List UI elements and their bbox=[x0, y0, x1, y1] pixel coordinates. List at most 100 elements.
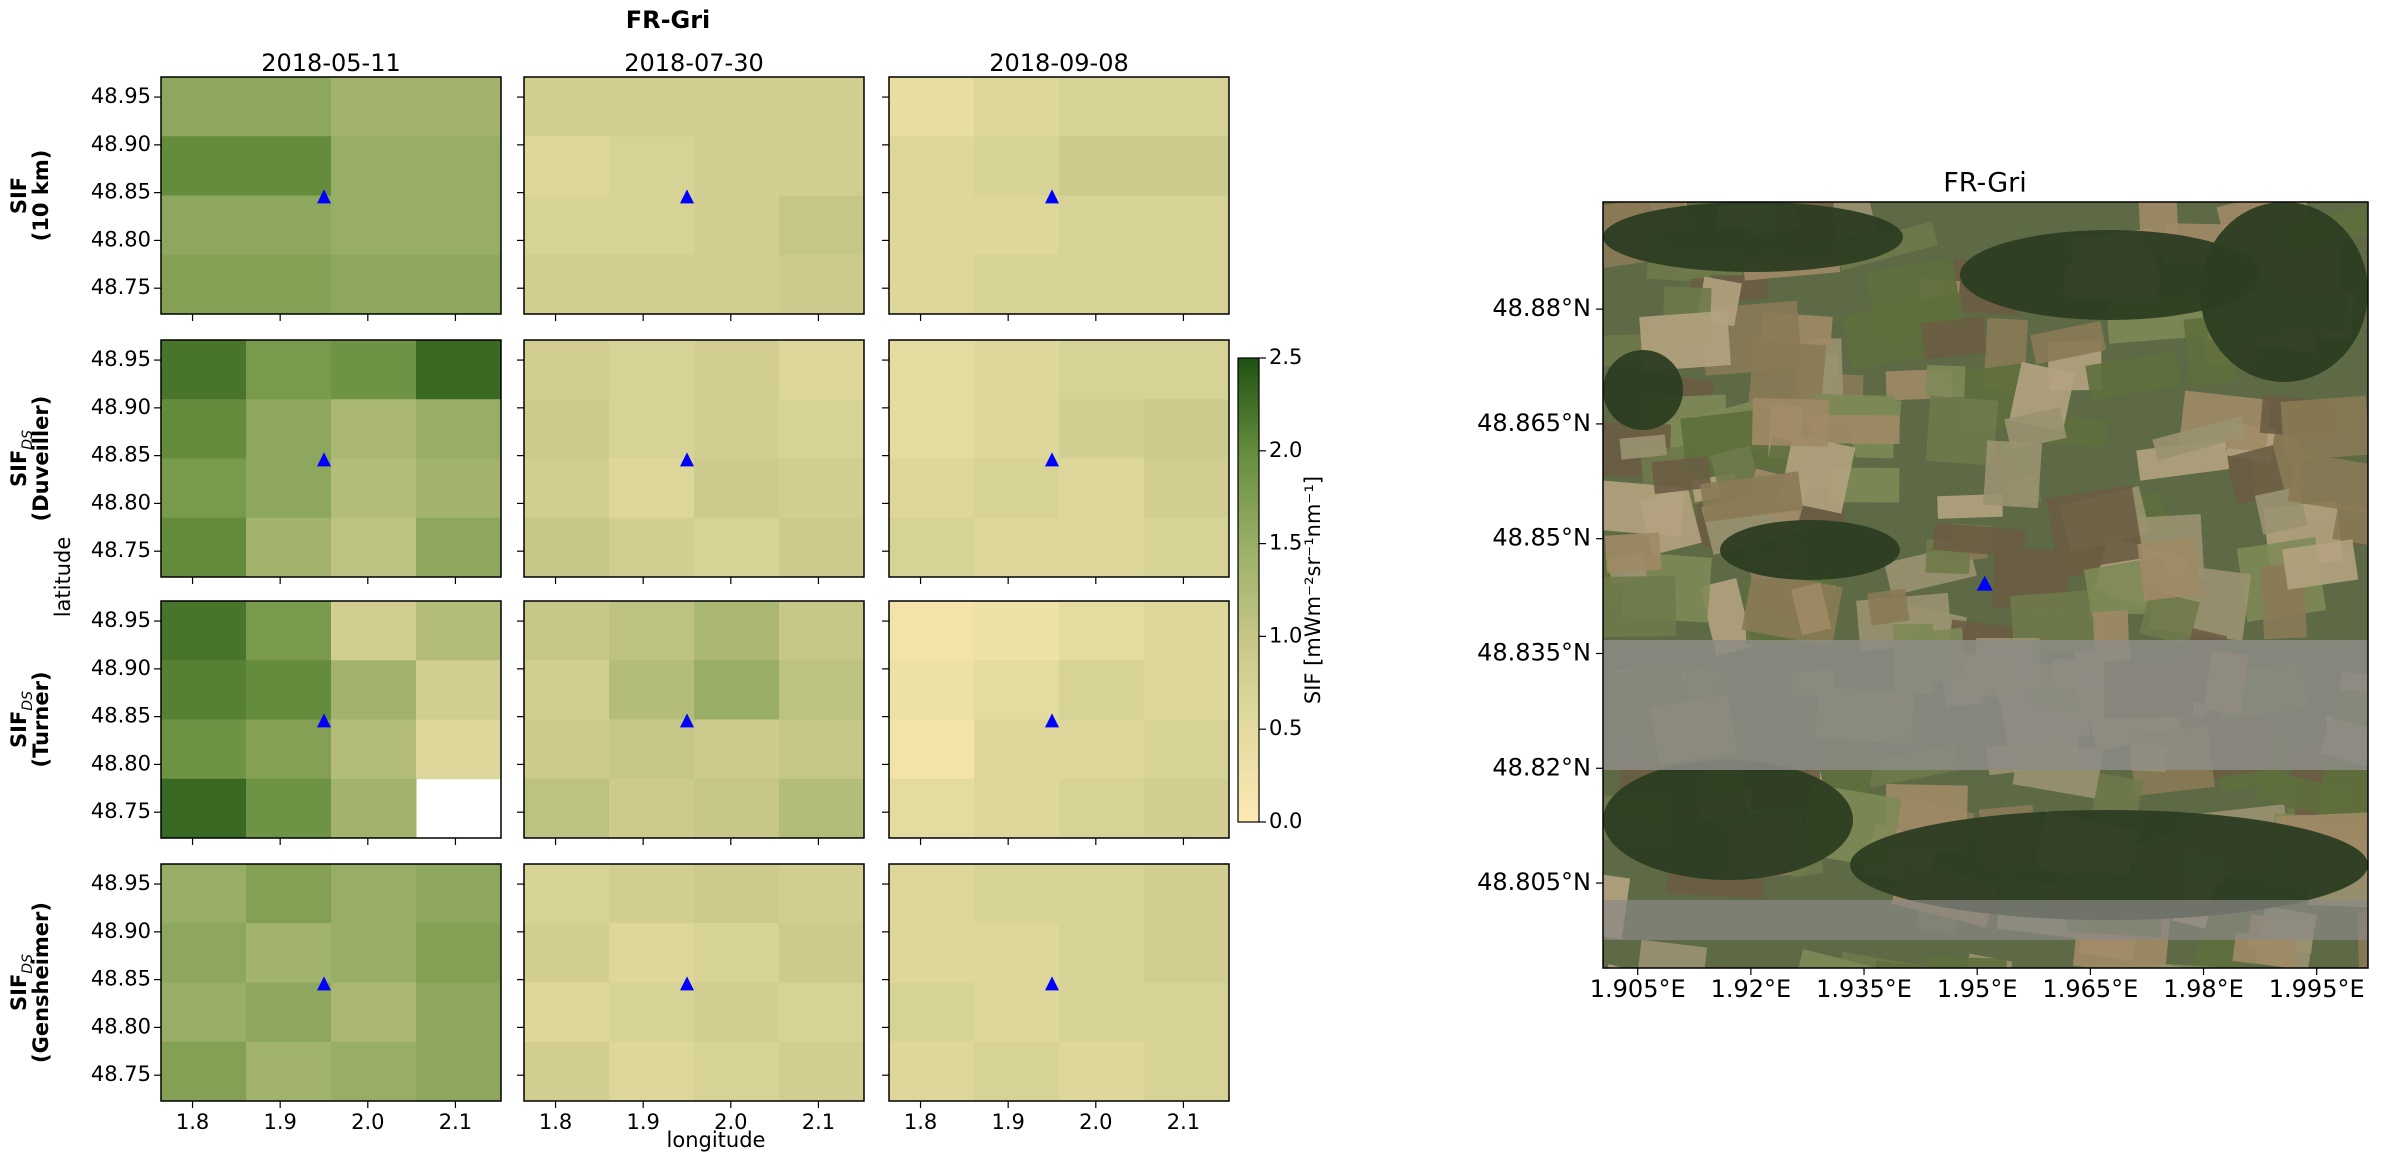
colorbar-tick-label: 1.0 bbox=[1269, 623, 1302, 647]
heatmap-cell bbox=[1059, 340, 1145, 400]
heatmap-cell bbox=[1144, 399, 1230, 459]
x-tick-label: 1.8 bbox=[176, 1110, 209, 1134]
field bbox=[1870, 128, 1949, 164]
heatmap-cell bbox=[974, 136, 1060, 196]
column-title: 2018-09-08 bbox=[989, 49, 1128, 77]
y-tick-label: 48.75 bbox=[91, 275, 151, 299]
y-tick-label: 48.85 bbox=[91, 704, 151, 728]
heatmap-cell bbox=[1144, 196, 1230, 256]
heatmap-cell bbox=[889, 518, 975, 578]
heatmap-cell bbox=[161, 983, 247, 1043]
x-tick-label: 2.0 bbox=[1079, 1110, 1112, 1134]
heatmap-cell bbox=[161, 660, 247, 720]
colorbar bbox=[1238, 358, 1259, 822]
heatmap-cell bbox=[1144, 601, 1230, 661]
heatmap-cell bbox=[694, 340, 780, 400]
heatmap-cell bbox=[416, 601, 502, 661]
heatmap-cell bbox=[694, 459, 780, 519]
x-tick-label: 2.1 bbox=[1167, 1110, 1200, 1134]
heatmap-cell bbox=[779, 864, 865, 924]
heatmap-cell bbox=[694, 864, 780, 924]
heatmap-cell bbox=[609, 983, 695, 1043]
heatmap-cell bbox=[1059, 136, 1145, 196]
heatmap-cell bbox=[1059, 660, 1145, 720]
field bbox=[2121, 33, 2189, 111]
heatmap-cell bbox=[779, 340, 865, 400]
heatmap-cell bbox=[331, 660, 417, 720]
heatmap-cell bbox=[524, 399, 610, 459]
heatmap-cell bbox=[1059, 601, 1145, 661]
y-tick-label: 48.805°N bbox=[1477, 868, 1591, 896]
colorbar-label: SIF [mWm⁻²sr⁻¹nm⁻¹] bbox=[1301, 476, 1325, 704]
heatmap-cell bbox=[1059, 77, 1145, 137]
heatmap-cell bbox=[416, 720, 502, 780]
y-tick-label: 48.82°N bbox=[1492, 753, 1591, 781]
heatmap-cell bbox=[1144, 77, 1230, 137]
y-axis-label: latitude bbox=[51, 537, 75, 618]
urban-area bbox=[1603, 640, 2368, 770]
heatmap-cell bbox=[1144, 983, 1230, 1043]
x-tick-label: 1.92°E bbox=[1711, 975, 1792, 1003]
heatmap-cell bbox=[246, 779, 332, 839]
heatmap-cell bbox=[1144, 660, 1230, 720]
field bbox=[1624, 994, 1708, 1071]
x-tick-label: 1.9 bbox=[991, 1110, 1024, 1134]
heatmap-cell bbox=[1144, 518, 1230, 578]
field bbox=[1752, 1069, 1849, 1131]
heatmap-cell bbox=[1059, 399, 1145, 459]
heatmap-cell bbox=[1059, 459, 1145, 519]
field bbox=[1499, 962, 1589, 1049]
heatmap-cell bbox=[416, 340, 502, 400]
heatmap-cell bbox=[779, 77, 865, 137]
field bbox=[1752, 398, 1829, 447]
field bbox=[1619, 434, 1666, 459]
x-tick-label: 1.95°E bbox=[1937, 975, 2018, 1003]
heatmap-cell bbox=[974, 923, 1060, 983]
heatmap-cell bbox=[1144, 459, 1230, 519]
column-title: 2018-05-11 bbox=[261, 49, 400, 77]
heatmap-cell bbox=[779, 660, 865, 720]
x-tick-label: 1.905°E bbox=[1590, 975, 1686, 1003]
heatmap-cell bbox=[1144, 779, 1230, 839]
y-tick-label: 48.95 bbox=[91, 608, 151, 632]
heatmap-cell bbox=[779, 255, 865, 315]
heatmap-cell bbox=[1059, 923, 1145, 983]
heatmap-cell bbox=[779, 923, 865, 983]
heatmap-cell bbox=[246, 864, 332, 924]
column-title: 2018-07-30 bbox=[624, 49, 763, 77]
y-tick-label: 48.865°N bbox=[1477, 409, 1591, 437]
heatmap-cell bbox=[246, 720, 332, 780]
heatmap-cell bbox=[974, 864, 1060, 924]
heatmap-cell bbox=[1059, 518, 1145, 578]
heatmap-cell bbox=[609, 601, 695, 661]
heatmap-cell bbox=[331, 1042, 417, 1102]
heatmap-cell bbox=[609, 255, 695, 315]
colorbar-tick-label: 2.0 bbox=[1269, 438, 1302, 462]
heatmap-cell bbox=[331, 983, 417, 1043]
heatmap-cell bbox=[416, 660, 502, 720]
heatmap-cell bbox=[694, 196, 780, 256]
field bbox=[2194, 1094, 2271, 1142]
heatmap-cell bbox=[694, 255, 780, 315]
heatmap-cell bbox=[609, 399, 695, 459]
heatmap-cell bbox=[1144, 864, 1230, 924]
y-tick-label: 48.95 bbox=[91, 84, 151, 108]
y-tick-label: 48.80 bbox=[91, 227, 151, 251]
heatmap-cell bbox=[246, 983, 332, 1043]
field bbox=[1983, 440, 2042, 508]
heatmap-cell bbox=[1059, 983, 1145, 1043]
heatmap-cell bbox=[609, 1042, 695, 1102]
row-label-detail: (Duveiller) bbox=[29, 396, 53, 522]
forest bbox=[1603, 350, 1683, 430]
heatmap-cell bbox=[974, 660, 1060, 720]
y-tick-label: 48.80 bbox=[91, 751, 151, 775]
heatmap-cell bbox=[974, 340, 1060, 400]
heatmap-cell bbox=[161, 255, 247, 315]
heatmap-cell bbox=[246, 399, 332, 459]
heatmap-cell bbox=[694, 399, 780, 459]
x-tick-label: 1.995°E bbox=[2269, 975, 2365, 1003]
heatmap-cell bbox=[609, 196, 695, 256]
heatmap-cell bbox=[779, 1042, 865, 1102]
heatmap-cell bbox=[779, 601, 865, 661]
x-tick-label: 2.0 bbox=[714, 1110, 747, 1134]
